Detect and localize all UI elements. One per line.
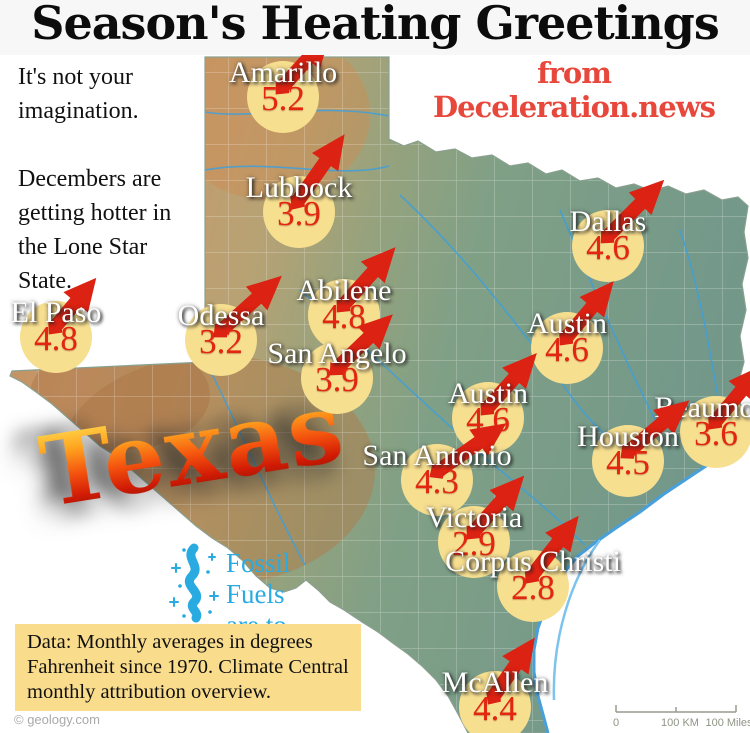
city-value: 5.2 xyxy=(261,79,305,118)
warming-trend-arrow-icon xyxy=(559,281,614,346)
warming-trend-arrow-icon xyxy=(466,475,525,540)
city-value: 4.6 xyxy=(545,330,589,369)
source-attribution: from Deceleration.news xyxy=(432,56,716,124)
warming-trend-arrow-icon xyxy=(329,314,393,376)
city-label: Austin xyxy=(526,307,607,340)
city-label: Amarillo xyxy=(228,56,338,89)
fossil-fuels-callout: Fossil Fuels are to blame. xyxy=(168,542,299,671)
city-label: Abilene xyxy=(296,274,392,307)
city-circle xyxy=(497,550,569,622)
city-label: San Angelo xyxy=(267,337,407,370)
city-circle xyxy=(247,61,319,133)
city-value: 4.3 xyxy=(415,462,459,501)
smoke-flame-icon xyxy=(169,543,219,623)
city-circle xyxy=(438,506,510,578)
city-label: McAllen xyxy=(441,666,549,699)
city-circle xyxy=(680,396,750,468)
warming-trend-arrow-icon xyxy=(213,275,282,338)
intro-text: It's not your imagination. Decembers are… xyxy=(18,64,172,294)
city-circle xyxy=(572,210,644,282)
city-value: 3.9 xyxy=(315,360,359,399)
title-band xyxy=(0,0,750,55)
warming-trend-arrow-icon xyxy=(429,423,507,479)
city-label: Corpus Christi xyxy=(445,545,621,578)
scale-miles-label: 100 Miles xyxy=(705,717,750,729)
warming-trend-arrow-icon xyxy=(620,400,690,459)
barrier-island xyxy=(552,539,602,701)
warming-trend-arrow-icon xyxy=(290,134,345,210)
warming-trend-arrow-icon xyxy=(336,247,396,313)
gulf-coastline xyxy=(532,430,750,733)
city-value: 4.5 xyxy=(606,443,650,482)
scale-km-label: 100 KM xyxy=(661,717,699,729)
city-value: 4.8 xyxy=(34,319,78,358)
warming-trend-arrow-icon xyxy=(524,515,579,584)
city-value: 2.9 xyxy=(452,524,496,563)
city-value: 3.9 xyxy=(277,194,321,233)
warming-trend-arrow-icon xyxy=(48,277,97,335)
city-value: 4.4 xyxy=(473,689,517,728)
city-value: 3.6 xyxy=(694,414,738,453)
warming-trend-arrow-icon xyxy=(600,179,665,244)
page-title: Season's Heating Greetings xyxy=(31,0,719,50)
city-value: 4.6 xyxy=(586,228,630,267)
city-label: Lubbock xyxy=(245,171,353,204)
city-circle xyxy=(531,312,603,384)
data-note-box: Data: Monthly averages in degrees Fahren… xyxy=(15,624,361,711)
city-label: Victoria xyxy=(425,501,523,534)
map-credit: © geology.com xyxy=(14,712,100,727)
scale-zero-label: 0 xyxy=(613,717,619,729)
city-label: Austin xyxy=(447,377,528,410)
city-label: Dallas xyxy=(569,205,647,238)
city-label: Houston xyxy=(577,420,679,453)
warming-trend-arrow-icon xyxy=(708,365,750,430)
warming-trend-arrow-icon xyxy=(486,637,535,705)
city-label: Odessa xyxy=(177,299,265,332)
city-value: 3.2 xyxy=(199,322,243,361)
city-value: 4.8 xyxy=(322,297,366,336)
city-label: El Paso xyxy=(10,296,102,329)
city-value: 2.8 xyxy=(511,568,555,607)
city-label: San Antonio xyxy=(362,439,512,472)
city-circle xyxy=(20,301,92,373)
map-scale-bar: 0 100 KM 100 Miles xyxy=(613,705,750,729)
warming-trend-arrow-icon xyxy=(480,353,537,416)
